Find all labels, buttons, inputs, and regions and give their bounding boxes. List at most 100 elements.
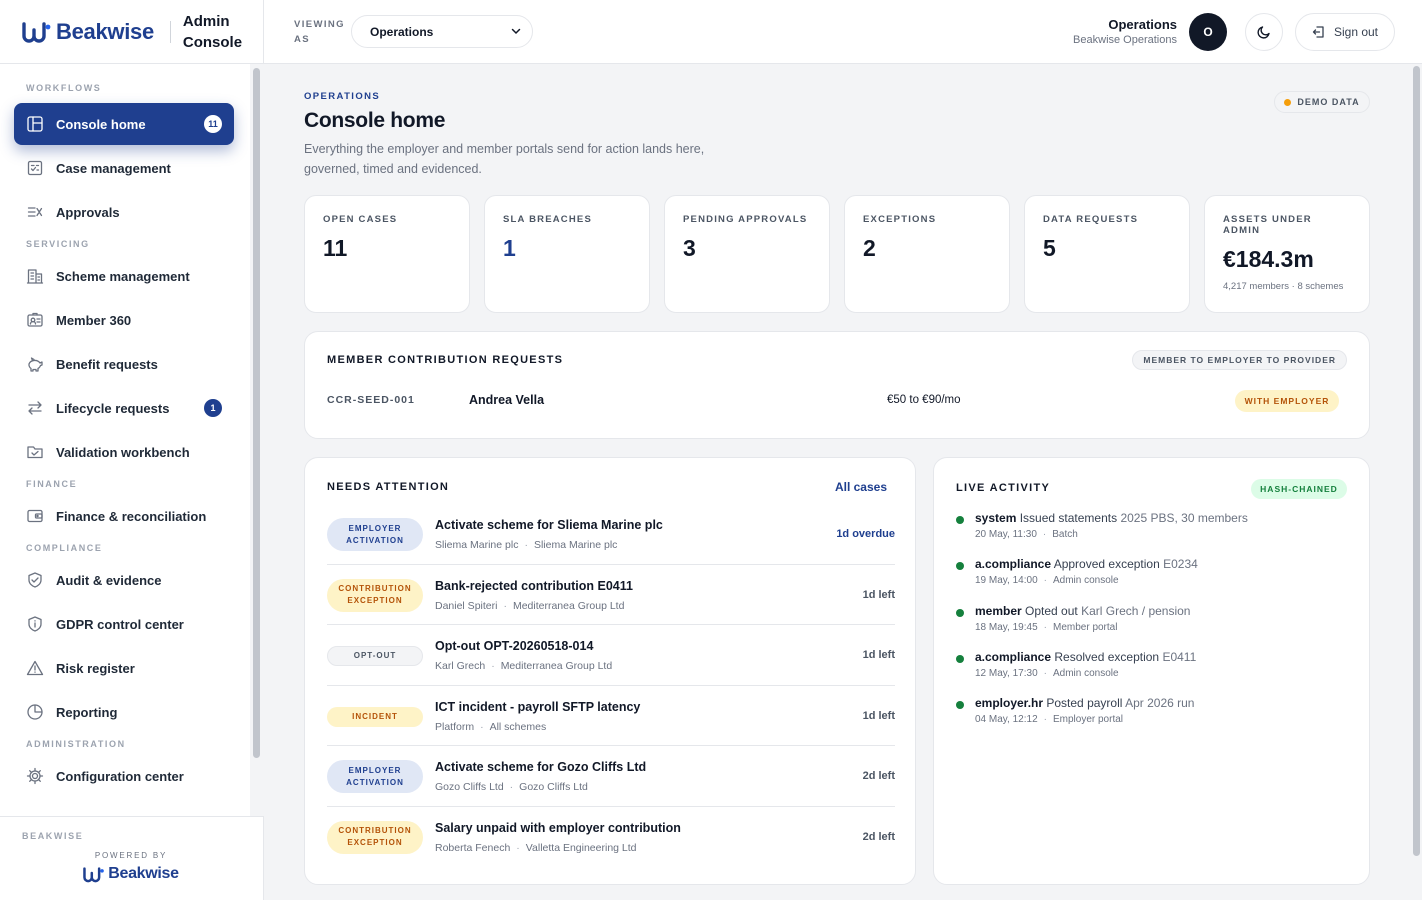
attention-row[interactable]: INCIDENT ICT incident - payroll SFTP late… [327, 686, 895, 746]
brand-logo[interactable]: Beakwise [22, 19, 154, 45]
powered-by-label: POWERED BY [94, 851, 168, 860]
nav-section-label: SERVICING [26, 239, 90, 249]
case-type-tag: OPT-OUT [327, 646, 423, 666]
separator-dot: · [503, 599, 507, 612]
sidebar-item-benefit-requests[interactable]: Benefit requests [14, 342, 234, 386]
demo-data-badge: DEMO DATA [1274, 91, 1370, 113]
sidebar-item-label: Benefit requests [56, 356, 158, 372]
activity-source: Employer portal [1052, 714, 1124, 726]
activity-source: Admin console [1052, 667, 1119, 679]
separator-dot: · [1043, 575, 1047, 587]
viewing-as-select[interactable]: Operations [351, 15, 533, 48]
case-party: Roberta Fenech [435, 841, 511, 854]
sidebar-item-approvals[interactable]: Approvals [14, 190, 234, 234]
sidebar-item-label: Lifecycle requests [56, 400, 170, 416]
attention-row[interactable]: CONTRIBUTION EXCEPTION Salary unpaid with… [327, 807, 895, 868]
activity-object: Karl Grech / pension [1081, 603, 1191, 618]
attention-row[interactable]: CONTRIBUTION EXCEPTION Bank-rejected cont… [327, 565, 895, 625]
card-title: NEEDS ATTENTION [327, 481, 450, 493]
route-badge: MEMBER TO EMPLOYER TO PROVIDER [1132, 350, 1347, 370]
activity-meta: 20 May, 11:30 · Batch [975, 526, 1356, 544]
all-cases-link[interactable]: All cases [834, 480, 887, 494]
sidebar-item-gdpr-control-center[interactable]: GDPR control center [14, 602, 234, 646]
sla-due: 2d left [862, 830, 895, 843]
sla-due: 1d left [862, 649, 895, 661]
attention-row[interactable]: EMPLOYER ACTIVATION Activate scheme for S… [327, 504, 895, 565]
sidebar-item-member-360[interactable]: Member 360 [14, 298, 234, 342]
sla-due: 2d left [862, 770, 895, 782]
status-dot-icon [956, 654, 964, 663]
stat-card-sla-breaches[interactable]: SLA BREACHES 1 [484, 195, 650, 313]
sidebar-item-configuration-center[interactable]: Configuration center [14, 754, 234, 798]
case-type-tag: CONTRIBUTION EXCEPTION [327, 578, 423, 612]
pie-chart-icon [26, 703, 44, 721]
attention-row[interactable]: OPT-OUT Opt-out OPT-20260518-014 Karl Grec… [327, 625, 895, 686]
sign-out-label: Sign out [1333, 25, 1379, 39]
topbar: VIEWING AS Operations Operations Beakwis… [264, 0, 1422, 64]
activity-item: employer.hr Posted payroll Apr 2026 run 0… [956, 695, 1356, 741]
attention-list: EMPLOYER ACTIVATION Activate scheme for S… [327, 504, 895, 867]
count-badge: 11 [204, 115, 222, 133]
stats-row: OPEN CASES 11 SLA BREACHES 1 PENDING APPROVA… [304, 195, 1370, 313]
activity-actor: a.compliance [975, 557, 1052, 572]
sidebar-item-finance-reconciliation[interactable]: Finance & reconciliation [14, 494, 234, 538]
case-title: Activate scheme for Sliema Marine plc [435, 518, 663, 532]
separator-dot: · [1043, 714, 1047, 726]
main-scrollbar-thumb[interactable] [1413, 66, 1420, 856]
activity-source: Member portal [1052, 621, 1118, 633]
stat-card-open-cases[interactable]: OPEN CASES 11 [304, 195, 470, 313]
stat-value: 1 [503, 235, 516, 261]
avatar[interactable]: O [1189, 13, 1227, 51]
activity-meta: 12 May, 17:30 · Admin console [975, 665, 1356, 683]
sidebar-item-case-management[interactable]: Case management [14, 146, 234, 190]
sidebar-item-validation-workbench[interactable]: Validation workbench [14, 430, 234, 474]
theme-toggle-button[interactable] [1245, 13, 1283, 51]
status-badge: WITH EMPLOYER [1235, 390, 1339, 412]
activity-line: employer.hr Posted payroll Apr 2026 run [975, 695, 1356, 711]
beakwise-logo-icon [83, 866, 105, 882]
main-scrollbar[interactable] [1410, 64, 1422, 900]
gear-icon [26, 767, 44, 785]
stat-value: 5 [1043, 235, 1056, 261]
case-title: Opt-out OPT-20260518-014 [435, 639, 594, 653]
wallet-icon [26, 507, 44, 525]
sidebar-item-scheme-management[interactable]: Scheme management [14, 254, 234, 298]
moon-icon [1257, 26, 1270, 39]
case-type-tag: EMPLOYER ACTIVATION [327, 760, 423, 793]
activity-verb: Approved exception [1053, 557, 1160, 572]
sidebar-item-console-home[interactable]: Console home 11 [14, 103, 234, 145]
sidebar-item-reporting[interactable]: Reporting [14, 690, 234, 734]
nav-section-label: FINANCE [26, 479, 78, 489]
stat-label: DATA REQUESTS [1043, 214, 1139, 225]
sidebar-footer: BEAKWISE POWERED BY Beakwise [0, 816, 264, 900]
sidebar-item-risk-register[interactable]: Risk register [14, 646, 234, 690]
sign-out-button[interactable]: Sign out [1295, 13, 1395, 51]
stat-card-data-requests[interactable]: DATA REQUESTS 5 [1024, 195, 1190, 313]
case-subtitle: Karl Grech · Mediterranea Group Ltd [435, 660, 612, 672]
sidebar-item-label: Reporting [56, 704, 118, 720]
case-subtitle: Gozo Cliffs Ltd · Gozo Cliffs Ltd [435, 781, 588, 793]
separator-dot: · [1043, 667, 1047, 679]
activity-meta: 19 May, 14:00 · Admin console [975, 572, 1356, 590]
attention-row[interactable]: EMPLOYER ACTIVATION Activate scheme for G… [327, 746, 895, 807]
stat-value: €184.3m [1223, 246, 1314, 272]
separator-dot: · [480, 720, 484, 733]
sidebar-item-label: Console home [56, 116, 146, 132]
case-title: Salary unpaid with employer contribution [435, 820, 681, 835]
sidebar-item-label: Approvals [56, 204, 120, 220]
stat-card-assets-under-admin[interactable]: ASSETS UNDER ADMIN €184.3m 4,217 members ·… [1204, 195, 1370, 313]
activity-object: E0234 [1163, 557, 1198, 572]
stat-card-pending-approvals[interactable]: PENDING APPROVALS 3 [664, 195, 830, 313]
sidebar-item-audit-evidence[interactable]: Audit & evidence [14, 558, 234, 602]
sidebar-scrollbar[interactable] [250, 64, 264, 816]
stat-label: PENDING APPROVALS [683, 214, 808, 225]
card-title: MEMBER CONTRIBUTION REQUESTS [327, 354, 564, 366]
sla-due: 1d left [862, 588, 895, 601]
footer-logo: Beakwise [0, 865, 262, 883]
sidebar-item-lifecycle-requests[interactable]: Lifecycle requests 1 [14, 386, 234, 430]
stat-card-exceptions[interactable]: EXCEPTIONS 2 [844, 195, 1010, 313]
nav-section-label: COMPLIANCE [26, 543, 103, 553]
sidebar-scrollbar-thumb[interactable] [253, 68, 260, 758]
sign-out-icon [1312, 26, 1324, 38]
console-title: Admin Console [182, 12, 243, 51]
